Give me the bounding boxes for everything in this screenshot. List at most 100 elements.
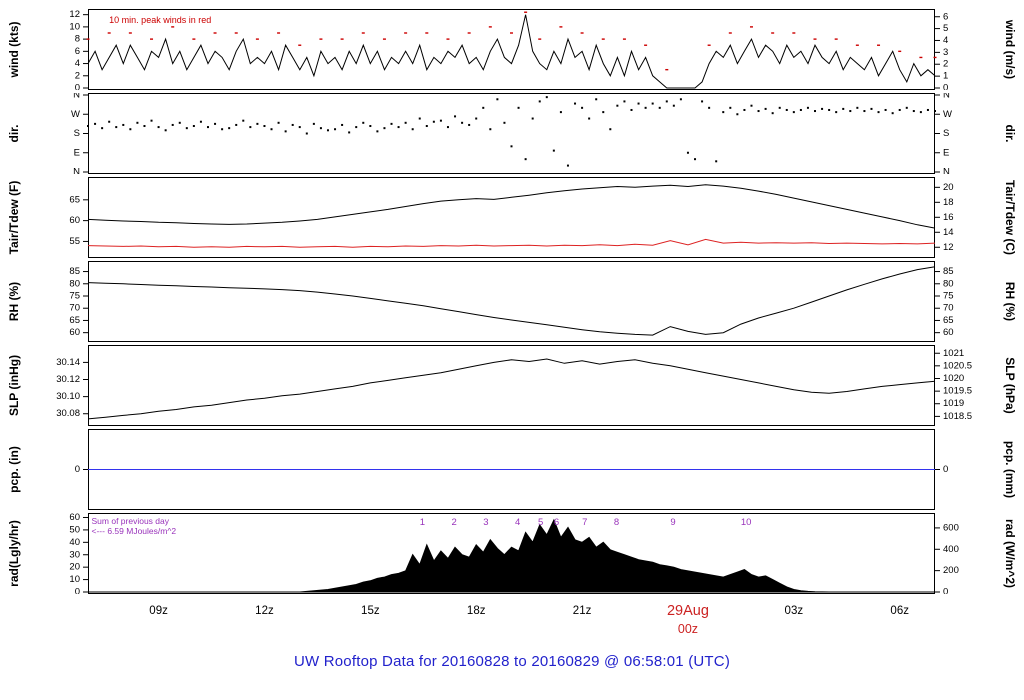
dot-wind_direction_deg (806, 106, 809, 109)
dot-wind_direction_deg (588, 117, 591, 120)
peak-mark-peak_wind_10min (255, 38, 259, 40)
right-tick-label: 3 (943, 47, 948, 58)
dot-wind_direction_deg (842, 107, 845, 110)
peak-mark-peak_wind_10min (277, 32, 281, 34)
right-tick-label: E (943, 147, 949, 158)
right-tick-label: 14 (943, 227, 954, 238)
dot-wind_direction_deg (877, 111, 880, 114)
dot-wind_direction_deg (418, 117, 421, 120)
panel-rh: 60 65 70 75 80 85 60 65 70 75 80 85 RH (%) RH (%) (0, 261, 1024, 342)
dot-wind_direction_deg (397, 126, 400, 129)
left-tick-label: 70 (69, 303, 80, 314)
left-tick-label: 4 (75, 58, 80, 69)
dot-wind_direction_deg (355, 126, 358, 129)
annotation-text: 7 (582, 517, 587, 528)
x-axis-plot: 09z 12z 15z 18z 21z 03z 06z 29Aug 00z (149, 603, 909, 636)
left-tick-label: 85 (69, 266, 80, 277)
dot-wind_direction_deg (242, 119, 245, 122)
dot-wind_direction_deg (305, 132, 308, 135)
right-tick-label: 5 (943, 23, 948, 34)
peak-mark-peak_wind_10min (234, 32, 238, 34)
annotation-text: 10 (741, 517, 752, 528)
dot-wind_direction_deg (334, 128, 337, 131)
dot-wind_direction_deg (164, 129, 167, 132)
peak-mark-peak_wind_10min (213, 32, 217, 34)
y-axis-label-left: Tair/Tdew (F) (7, 181, 21, 255)
dot-wind_direction_deg (101, 127, 104, 130)
left-tick-label: 10 (69, 574, 80, 585)
series-tair_f (87, 184, 936, 229)
dot-wind_direction_deg (404, 121, 407, 124)
left-tick-label: 6 (75, 46, 80, 57)
right-tick-label: 0 (943, 464, 948, 475)
panel-frame (88, 261, 935, 342)
right-tick-label: 6 (943, 11, 948, 22)
dot-wind_direction_deg (221, 128, 224, 131)
left-tick-label: 20 (69, 562, 80, 573)
right-tick-label: 0 (943, 587, 948, 594)
peak-mark-peak_wind_10min (404, 32, 408, 34)
annotation-text: Sum of previous day (92, 516, 170, 526)
left-tick-label: 60 (69, 215, 80, 226)
dot-wind_direction_deg (856, 106, 859, 109)
series-tdew_f (87, 238, 936, 248)
dot-wind_direction_deg (658, 106, 661, 109)
left-tick-label: 55 (69, 236, 80, 247)
right-tick-label: 1 (943, 71, 948, 82)
dot-wind_direction_deg (750, 104, 753, 107)
dot-wind_direction_deg (905, 106, 908, 109)
peak-mark-peak_wind_10min (749, 26, 753, 28)
dot-wind_direction_deg (206, 126, 209, 129)
right-tick-label: 20 (943, 182, 954, 193)
dot-wind_direction_deg (545, 96, 548, 99)
annotation-text: 3 (483, 517, 488, 528)
dot-wind_direction_deg (129, 128, 132, 131)
left-tick-label: 8 (75, 34, 80, 45)
dot-wind_direction_deg (574, 102, 577, 105)
dot-wind_direction_deg (214, 122, 217, 125)
dot-wind_direction_deg (383, 127, 386, 130)
dot-wind_direction_deg (235, 123, 238, 126)
dot-wind_direction_deg (595, 98, 598, 101)
dot-wind_direction_deg (898, 108, 901, 111)
dot-wind_direction_deg (446, 126, 449, 129)
peak-mark-peak_wind_10min (834, 38, 838, 40)
right-tick-label: 65 (943, 315, 954, 326)
dot-wind_direction_deg (581, 106, 584, 109)
left-tick-label: 30.14 (56, 357, 80, 368)
panel-wind: 0 2 4 6 8 10 12 0 1 2 3 4 5 6 wind (kts) wind (m/s) 10 m… (0, 9, 1024, 90)
right-tick-label: 2 (943, 59, 948, 70)
annotation-text: <--- 6.59 MJoules/m^2 (92, 526, 177, 536)
dot-wind_direction_deg (87, 125, 89, 128)
left-tick-label: 75 (69, 291, 80, 302)
dot-wind_direction_deg (150, 119, 153, 122)
left-tick-label: 30.08 (56, 408, 80, 419)
dot-wind_direction_deg (630, 108, 633, 111)
dot-wind_direction_deg (609, 128, 612, 131)
peak-mark-peak_wind_10min (298, 44, 302, 46)
x-tick-label: 12z (255, 605, 274, 617)
dot-wind_direction_deg (891, 112, 894, 115)
dot-wind_direction_deg (482, 106, 485, 109)
plot-pcp: 0 0 pcp. (in) pcp. (mm) (7, 429, 1017, 510)
dot-wind_direction_deg (115, 126, 118, 129)
dot-wind_direction_deg (637, 102, 640, 105)
dot-wind_direction_deg (524, 158, 527, 161)
dot-wind_direction_deg (602, 111, 605, 114)
right-tick-label: 600 (943, 522, 959, 533)
peak-mark-peak_wind_10min (728, 32, 732, 34)
dot-wind_direction_deg (425, 125, 428, 128)
y-axis-label-left: SLP (inHg) (7, 355, 21, 416)
dot-wind_direction_deg (785, 108, 788, 111)
dot-wind_direction_deg (291, 123, 294, 126)
right-tick-label: 1018.5 (943, 411, 972, 422)
left-tick-label: N (73, 167, 80, 174)
panel-slp: 30.08 30.10 30.12 30.14 1018.5 1019 1019.5 1020… (0, 345, 1024, 426)
y-axis-label-right: pcp. (mm) (1003, 441, 1017, 498)
right-tick-label: 1019 (943, 398, 964, 409)
